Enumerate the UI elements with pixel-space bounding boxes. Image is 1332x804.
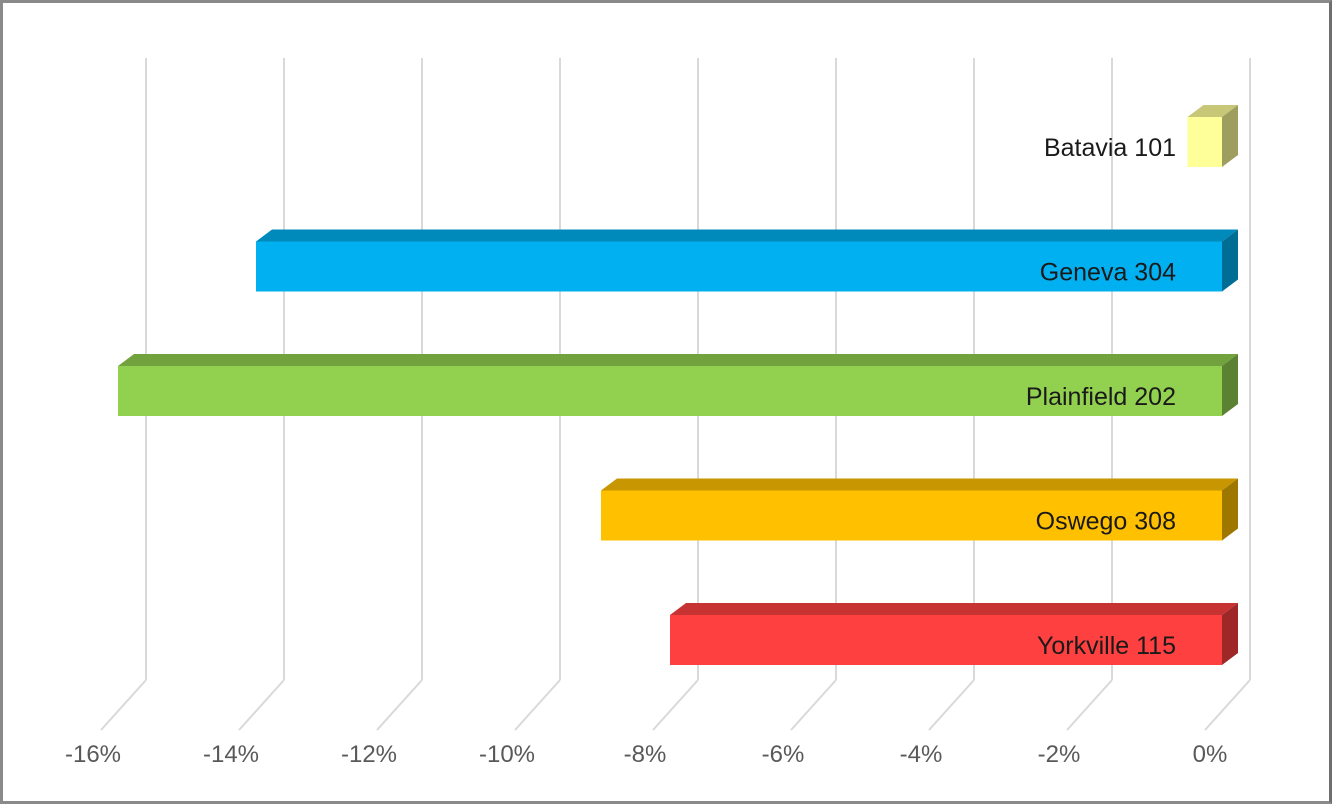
bar-label: Plainfield 202 [1026,383,1176,411]
x-tick-label: -2% [1038,741,1081,768]
x-tick-label: -16% [65,741,121,768]
bar [670,603,1238,665]
x-tick-label: -14% [203,741,259,768]
bar-label: Batavia 101 [1044,134,1176,162]
bar [1187,105,1238,167]
bar-label: Yorkville 115 [1037,632,1176,660]
gridline [1204,58,1251,731]
bar-label: Geneva 304 [1040,259,1176,287]
x-tick-label: 0% [1193,741,1228,768]
bar [118,354,1238,416]
x-tick-label: -6% [762,741,805,768]
x-tick-label: -8% [624,741,667,768]
bar [256,229,1238,292]
x-tick-label: -10% [479,741,535,768]
x-tick-label: -4% [900,741,943,768]
bar [601,478,1238,541]
bar-label: Oswego 308 [1036,508,1176,536]
x-tick-label: -12% [341,741,397,768]
